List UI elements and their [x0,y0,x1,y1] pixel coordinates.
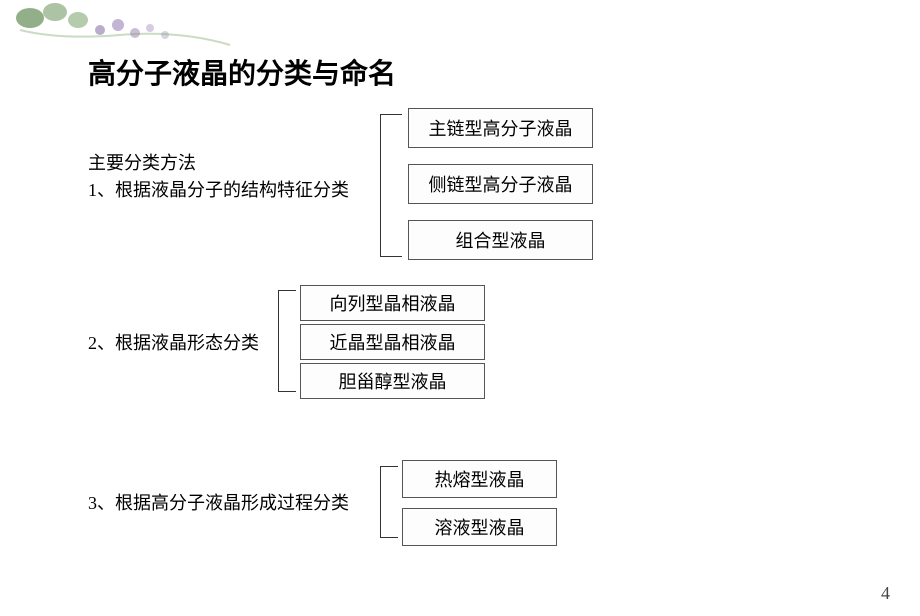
box-label: 热熔型液晶 [435,466,525,492]
box-label: 组合型液晶 [456,227,546,253]
page-number: 4 [881,583,890,604]
bracket-group1 [380,114,402,257]
classification-label-3: 3、根据高分子液晶形成过程分类 [88,490,349,517]
classification-intro: 主要分类方法 1、根据液晶分子的结构特征分类 [88,150,349,204]
box-label: 向列型晶相液晶 [330,290,456,316]
box-nematic: 向列型晶相液晶 [300,285,485,321]
box-side-chain: 侧链型高分子液晶 [408,164,593,204]
box-label: 胆甾醇型液晶 [339,368,447,394]
box-main-chain: 主链型高分子液晶 [408,108,593,148]
box-lyotropic: 溶液型液晶 [402,508,557,546]
box-label: 溶液型液晶 [435,514,525,540]
page-title: 高分子液晶的分类与命名 [88,52,396,92]
box-combined: 组合型液晶 [408,220,593,260]
label2-text: 2、根据液晶形态分类 [88,333,259,353]
box-label: 主链型高分子液晶 [429,115,573,141]
box-label: 侧链型高分子液晶 [429,171,573,197]
bracket-group3 [380,466,398,538]
bracket-group2 [278,290,296,392]
box-cholesteric: 胆甾醇型液晶 [300,363,485,399]
label3-text: 3、根据高分子液晶形成过程分类 [88,493,349,513]
box-smectic: 近晶型晶相液晶 [300,324,485,360]
box-label: 近晶型晶相液晶 [330,329,456,355]
intro-line1: 主要分类方法 [88,150,349,177]
box-thermotropic: 热熔型液晶 [402,460,557,498]
title-text: 高分子液晶的分类与命名 [88,58,396,89]
classification-label-2: 2、根据液晶形态分类 [88,330,259,357]
intro-line2: 1、根据液晶分子的结构特征分类 [88,177,349,204]
